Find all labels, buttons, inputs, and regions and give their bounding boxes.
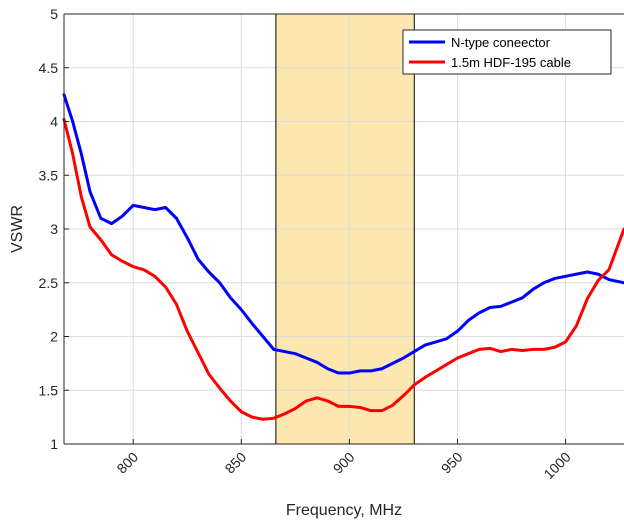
- y-axis-label: VSWR: [9, 205, 26, 253]
- legend-box: [402, 29, 612, 75]
- legend: N-type coneector 1.5m HDF-195 cable: [402, 29, 612, 75]
- series-layer: [62, 93, 624, 421]
- series-line-0: [62, 93, 624, 375]
- y-tick-label: 1: [50, 436, 58, 452]
- y-tick-label: 2.5: [39, 275, 59, 291]
- y-tick-label: 2: [50, 329, 58, 345]
- legend-label-hdf-cable: 1.5m HDF-195 cable: [451, 55, 571, 70]
- y-tick-label: 3: [50, 221, 58, 237]
- legend-label-n-type: N-type coneector: [451, 35, 551, 50]
- x-axis-label: Frequency, MHz: [286, 502, 402, 519]
- y-tick-label: 3.5: [39, 167, 59, 183]
- y-tick-label: 4: [50, 114, 58, 130]
- y-tick-label: 4.5: [39, 60, 59, 76]
- series-line-1: [62, 117, 624, 421]
- y-tick-label: 5: [50, 6, 58, 22]
- y-tick-label: 1.5: [39, 382, 59, 398]
